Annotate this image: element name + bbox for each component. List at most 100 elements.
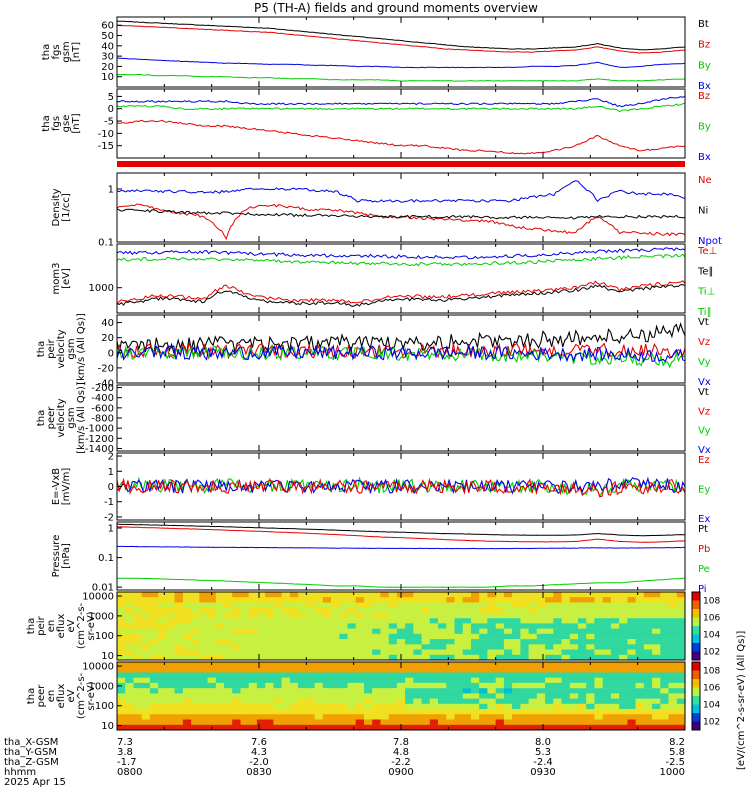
spectrogram-cell bbox=[495, 688, 505, 694]
spectrogram-cell bbox=[331, 592, 340, 598]
y-tick-label: 2 bbox=[108, 452, 114, 463]
spectrogram-cell bbox=[191, 730, 200, 736]
spectrogram-cell bbox=[610, 633, 620, 640]
spectrogram-cell bbox=[643, 667, 653, 673]
spectrogram-cell bbox=[158, 592, 167, 598]
series-Bx bbox=[117, 57, 685, 69]
spectrogram-cell bbox=[141, 618, 151, 624]
spectrogram-cell bbox=[602, 677, 612, 684]
spectrogram-cell bbox=[487, 682, 497, 689]
spectrogram-cell bbox=[462, 644, 472, 650]
spectrogram-cell bbox=[388, 693, 398, 699]
spectrogram-cell bbox=[396, 602, 406, 608]
spectrogram-cell bbox=[298, 688, 307, 694]
spectrogram-cell bbox=[117, 654, 126, 660]
spectrogram-cell bbox=[479, 724, 488, 730]
spectrogram-cell bbox=[331, 730, 340, 736]
spectrogram-cell bbox=[619, 677, 628, 684]
ephemeris-value: -2.2 bbox=[391, 757, 411, 768]
ephemeris-value: -2.0 bbox=[249, 757, 269, 768]
spectrogram-cell bbox=[569, 654, 579, 660]
spectrogram-cell bbox=[619, 724, 628, 730]
spectrogram-cell bbox=[388, 607, 398, 614]
spectrogram-cell bbox=[355, 662, 365, 668]
spectrogram-cell bbox=[602, 688, 612, 694]
spectrogram-cell bbox=[561, 714, 571, 720]
spectrogram-cell bbox=[339, 667, 348, 673]
spectrogram-cell bbox=[199, 618, 208, 624]
spectrogram-cell bbox=[479, 633, 488, 640]
spectrogram-cell bbox=[643, 709, 653, 715]
spectrogram-cell bbox=[503, 597, 513, 603]
spectrogram-cell bbox=[586, 714, 595, 720]
spectrogram-cell bbox=[438, 628, 447, 635]
spectrogram-cell bbox=[438, 730, 447, 736]
spectrogram-cell bbox=[339, 719, 348, 725]
spectrogram-cell bbox=[463, 730, 472, 736]
spectrogram-cell bbox=[553, 703, 562, 710]
spectrogram-cell bbox=[627, 633, 637, 640]
spectrogram-cell bbox=[545, 682, 554, 689]
spectrogram-cell bbox=[495, 724, 505, 730]
spectrogram-cell bbox=[479, 714, 488, 720]
spectrogram-cell bbox=[380, 682, 390, 689]
spectrogram-peer-spectrogram bbox=[117, 662, 685, 736]
spectrogram-cell bbox=[166, 662, 176, 668]
spectrogram-cell bbox=[207, 607, 217, 614]
spectrogram-cell bbox=[578, 709, 587, 715]
spectrogram-cell bbox=[322, 597, 332, 603]
spectrogram-cell bbox=[265, 597, 274, 603]
spectrogram-cell bbox=[289, 682, 299, 689]
spectrogram-cell bbox=[405, 612, 414, 619]
spectrogram-cell bbox=[413, 597, 422, 603]
spectrogram-cell bbox=[545, 667, 554, 673]
spectrogram-cell bbox=[635, 597, 645, 603]
y-tick-label: 0 bbox=[108, 104, 114, 115]
spectrogram-cell bbox=[224, 703, 233, 710]
spectrogram-cell bbox=[388, 649, 398, 655]
spectrogram-cell bbox=[125, 644, 134, 650]
spectrogram-cell bbox=[429, 618, 439, 624]
spectrogram-cell bbox=[610, 698, 620, 705]
spectrogram-cell bbox=[446, 633, 455, 640]
spectrogram-cell bbox=[191, 633, 200, 640]
spectrogram-cell bbox=[405, 688, 414, 694]
spectrogram-cell bbox=[652, 654, 661, 660]
spectrogram-cell bbox=[207, 623, 217, 629]
spectrogram-cell bbox=[405, 592, 414, 598]
spectrogram-cell bbox=[256, 623, 266, 629]
spectrogram-cell bbox=[454, 612, 464, 619]
spectrogram-cell bbox=[553, 618, 562, 624]
spectrogram-cell bbox=[594, 714, 604, 720]
spectrogram-cell bbox=[660, 607, 669, 614]
spectrogram-cell bbox=[553, 698, 562, 705]
spectrogram-cell bbox=[355, 639, 365, 645]
spectrogram-cell bbox=[396, 672, 406, 678]
spectrogram-cell bbox=[495, 719, 505, 725]
spectrogram-cell bbox=[405, 719, 414, 725]
spectrogram-cell bbox=[347, 649, 357, 655]
spectrogram-cell bbox=[182, 719, 192, 725]
spectrogram-cell bbox=[248, 667, 258, 673]
spectrogram-cell bbox=[256, 703, 266, 710]
spectrogram-cell bbox=[273, 672, 283, 678]
y-tick-label: 100 bbox=[95, 631, 114, 642]
spectrogram-cell bbox=[125, 688, 134, 694]
y-axis-label: fgs bbox=[51, 116, 62, 131]
spectrogram-cell bbox=[166, 592, 176, 598]
y-tick-label: 40 bbox=[101, 41, 114, 52]
spectrogram-cell bbox=[545, 597, 554, 603]
spectrogram-cell bbox=[569, 693, 579, 699]
spectrogram-cell bbox=[495, 644, 505, 650]
spectrogram-cell bbox=[429, 607, 439, 614]
spectrogram-cell bbox=[364, 688, 373, 694]
spectrogram-cell bbox=[388, 597, 398, 603]
spectrogram-cell bbox=[289, 667, 299, 673]
spectrogram-cell bbox=[256, 662, 266, 668]
spectrogram-cell bbox=[594, 698, 604, 705]
series-layer bbox=[117, 523, 685, 588]
spectrogram-cell bbox=[619, 693, 628, 699]
spectrogram-cell bbox=[454, 628, 464, 635]
spectrogram-cell bbox=[446, 677, 455, 684]
spectrogram-cell bbox=[446, 649, 455, 655]
